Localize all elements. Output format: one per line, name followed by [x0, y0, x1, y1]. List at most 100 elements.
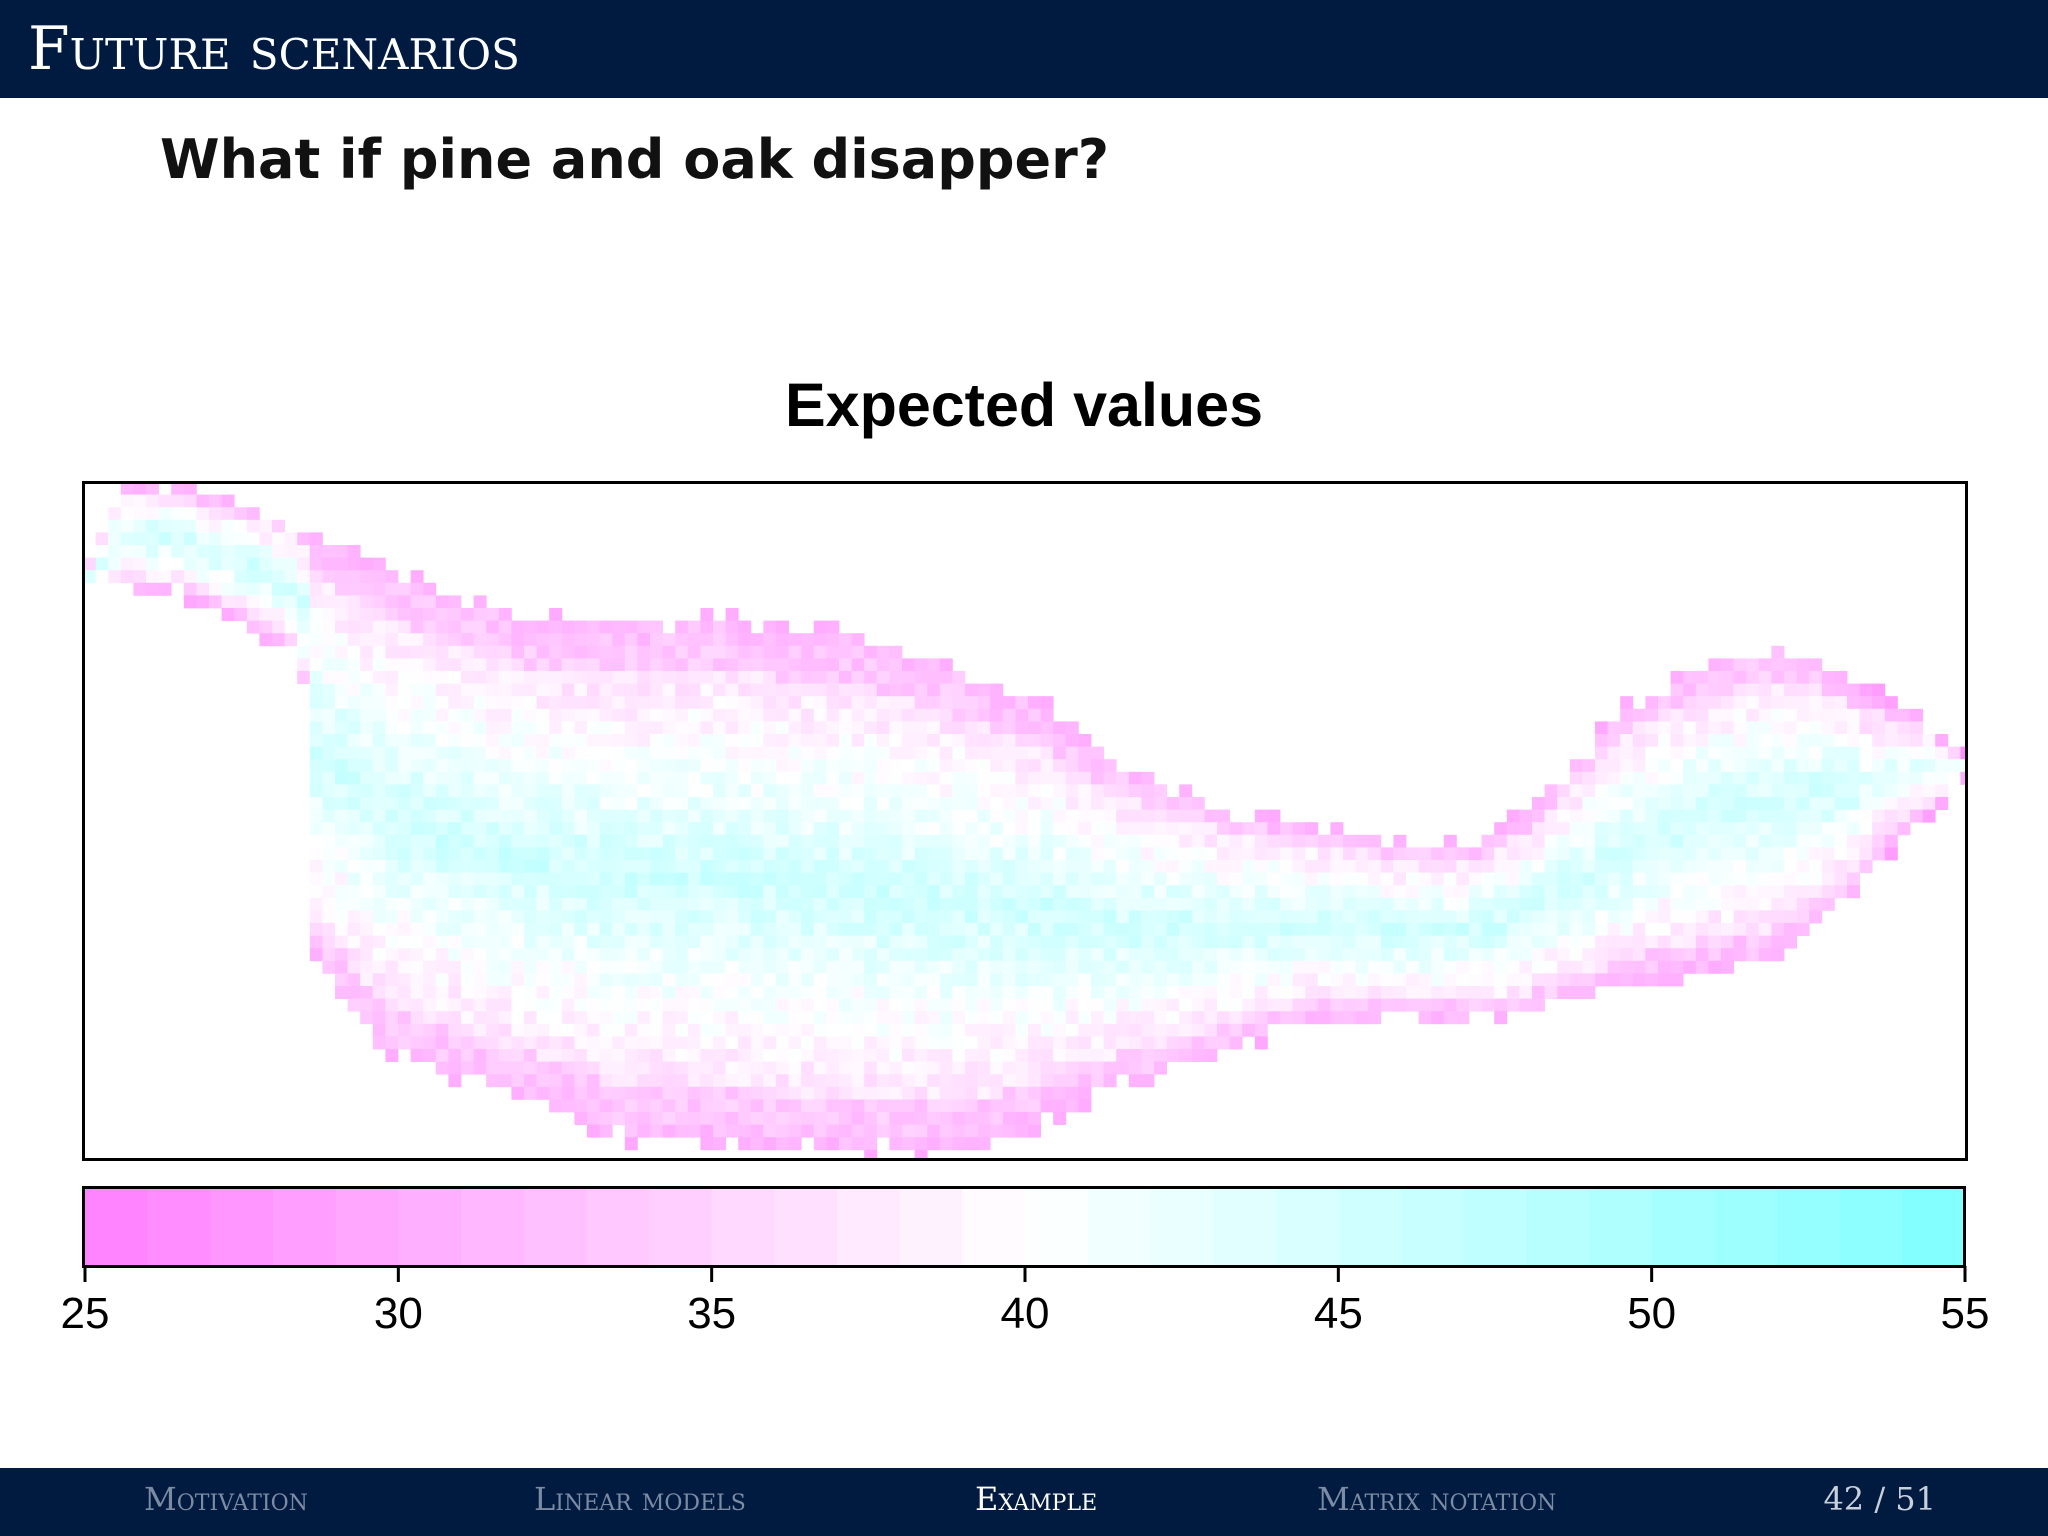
heatmap-cell: [423, 986, 437, 999]
heatmap-cell: [851, 1011, 865, 1025]
heatmap-cell: [725, 759, 739, 773]
heatmap-cell: [1632, 935, 1646, 949]
heatmap-cell: [574, 645, 588, 659]
heatmap-cell: [763, 809, 777, 823]
heatmap-cell: [662, 746, 676, 760]
heatmap-cell: [524, 1061, 537, 1075]
heatmap-cell: [675, 910, 689, 924]
heatmap-cell: [1431, 885, 1445, 899]
heatmap-cell: [335, 897, 348, 911]
heatmap-cell: [1015, 746, 1029, 760]
heatmap-cell: [435, 960, 449, 974]
legend-tick-label: 25: [61, 1289, 110, 1338]
nav-linear-models[interactable]: Linear models: [534, 1480, 746, 1518]
heatmap-cell: [1254, 973, 1268, 987]
heatmap-cell: [624, 1074, 638, 1088]
heatmap-cell: [423, 998, 437, 1012]
heatmap-cell: [977, 973, 991, 987]
heatmap-cell: [1506, 822, 1520, 836]
heatmap-cell: [347, 633, 361, 647]
heatmap-cell: [423, 1011, 437, 1025]
heatmap-cell: [410, 1011, 424, 1025]
heatmap-cell: [851, 935, 865, 949]
heatmap-cell: [1393, 834, 1407, 848]
heatmap-cell: [1544, 885, 1558, 899]
heatmap-cell: [1771, 809, 1785, 823]
heatmap-cell: [637, 1036, 651, 1050]
heatmap-cell: [713, 658, 726, 672]
heatmap-cell: [398, 708, 411, 722]
heatmap-cell: [839, 771, 852, 785]
heatmap-cell: [511, 1061, 525, 1075]
heatmap-cell: [1834, 872, 1848, 886]
heatmap-cell: [1632, 897, 1646, 911]
heatmap-cell: [259, 519, 273, 533]
heatmap-cell: [965, 721, 978, 735]
heatmap-cell: [624, 935, 638, 949]
nav-example[interactable]: Example: [975, 1480, 1098, 1518]
heatmap-cell: [1229, 834, 1243, 848]
heatmap-cell: [738, 834, 752, 848]
heatmap-cell: [713, 633, 726, 647]
heatmap-cell: [939, 759, 953, 773]
heatmap-cell: [1519, 998, 1533, 1012]
heatmap-cell: [1002, 923, 1016, 936]
heatmap-cell: [839, 897, 852, 911]
heatmap-cell: [461, 998, 474, 1012]
heatmap-cell: [851, 998, 865, 1012]
heatmap-cell: [1305, 860, 1319, 873]
heatmap-cell: [788, 771, 802, 785]
heatmap-cell: [965, 960, 978, 974]
heatmap-cell: [423, 683, 437, 697]
heatmap-cell: [1519, 822, 1533, 836]
heatmap-cell: [788, 1137, 802, 1151]
heatmap-cell: [826, 1011, 840, 1025]
legend-swatch: [1213, 1188, 1277, 1266]
heatmap-cell: [461, 1011, 474, 1025]
heatmap-cell: [1380, 897, 1394, 911]
heatmap-cell: [574, 1011, 588, 1025]
heatmap-cell: [1721, 759, 1734, 773]
heatmap-cell: [876, 960, 890, 974]
heatmap-cell: [713, 759, 726, 773]
heatmap-cell: [839, 822, 852, 836]
heatmap-cell: [977, 784, 991, 798]
heatmap-cell: [1091, 797, 1104, 810]
heatmap-cell: [448, 608, 462, 621]
heatmap-cell: [889, 847, 903, 861]
heatmap-cell: [1443, 923, 1457, 936]
heatmap-cell: [309, 696, 323, 710]
heatmap-cell: [1128, 1074, 1142, 1088]
heatmap-cell: [1154, 923, 1167, 936]
heatmap-cell: [1821, 671, 1835, 684]
heatmap-cell: [1179, 809, 1193, 823]
heatmap-cell: [687, 986, 701, 999]
heatmap-cell: [738, 708, 752, 722]
heatmap-cell: [574, 633, 588, 647]
heatmap-cell: [1242, 885, 1256, 899]
heatmap-cell: [1784, 822, 1797, 836]
heatmap-cell: [952, 809, 966, 823]
heatmap-cell: [687, 683, 701, 697]
heatmap-cell: [927, 797, 941, 810]
heatmap-cell: [423, 1023, 437, 1037]
heatmap-cell: [1141, 1011, 1155, 1025]
nav-motivation[interactable]: Motivation: [144, 1480, 308, 1518]
heatmap-cell: [511, 797, 525, 810]
heatmap-cell: [511, 1049, 525, 1062]
legend-swatch: [899, 1188, 963, 1266]
heatmap-cell: [1343, 872, 1356, 886]
heatmap-cell: [700, 721, 714, 735]
heatmap-cell: [511, 1011, 525, 1025]
heatmap-cell: [1179, 986, 1193, 999]
legend-swatch: [1338, 1188, 1402, 1266]
nav-matrix-notation[interactable]: Matrix notation: [1317, 1480, 1557, 1518]
heatmap-cell: [612, 1023, 626, 1037]
heatmap-cell: [612, 1049, 626, 1062]
heatmap-cell: [435, 620, 449, 634]
heatmap-cell: [410, 897, 424, 911]
heatmap-cell: [1469, 948, 1482, 962]
heatmap-cell: [1141, 822, 1155, 836]
heatmap-cell: [990, 797, 1004, 810]
heatmap-cell: [1821, 784, 1835, 798]
